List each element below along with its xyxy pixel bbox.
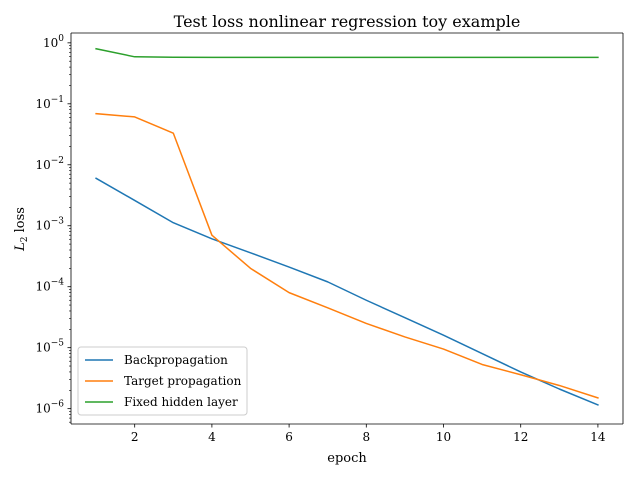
- x-tick-label: 4: [208, 430, 216, 444]
- legend-label-1: Backpropagation: [124, 353, 228, 367]
- y-tick-label: 10−5: [35, 339, 64, 355]
- x-tick-label: 14: [590, 430, 606, 444]
- y-tick-label: 10−1: [35, 95, 64, 111]
- legend-label-2: Target propagation: [124, 374, 242, 388]
- series-line-1: [95, 177, 599, 406]
- x-tick-label: 6: [285, 430, 293, 444]
- y-axis-label: L2 loss: [13, 207, 30, 252]
- x-axis-ticks: 2 4 6 8 10 12 14: [131, 424, 606, 444]
- series-line-2: [95, 112, 599, 399]
- x-axis-label: epoch: [327, 451, 367, 466]
- series-layer: [95, 47, 599, 406]
- legend-box: [77, 346, 248, 416]
- y-axis-ticks: 10−6 10−5 10−4 10−3 10−2 10−1 100: [35, 34, 71, 423]
- x-tick-label: 2: [131, 430, 139, 444]
- x-tick-label: 12: [513, 430, 528, 444]
- y-tick-label: 10−6: [35, 400, 64, 416]
- legend: Backpropagation Target propagation Fixed h…: [77, 346, 248, 416]
- y-tick-label: 10−4: [35, 278, 64, 294]
- chart-title: Test loss nonlinear regression toy examp…: [174, 12, 521, 31]
- y-tick-label: 10−3: [35, 217, 64, 233]
- x-tick-label: 10: [436, 430, 451, 444]
- y-tick-label: 100: [43, 34, 64, 50]
- x-tick-label: 8: [362, 430, 370, 444]
- y-tick-label: 10−2: [35, 156, 64, 172]
- axes-frame: [70, 32, 624, 425]
- legend-label-3: Fixed hidden layer: [124, 395, 238, 409]
- series-line-3: [95, 47, 599, 59]
